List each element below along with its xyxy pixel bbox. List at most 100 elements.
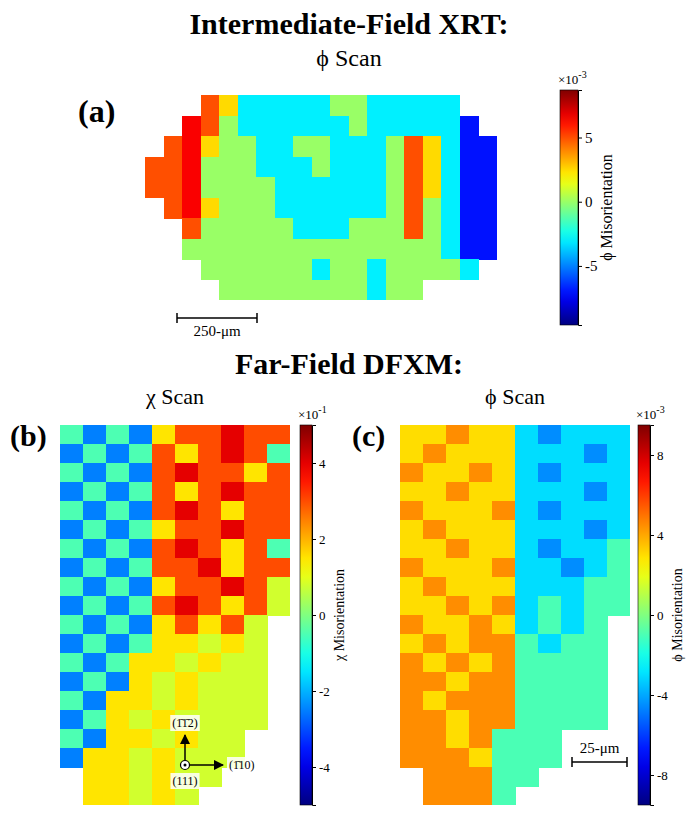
cell <box>198 767 222 787</box>
cell <box>538 653 562 673</box>
cell <box>538 710 562 730</box>
cell <box>275 280 294 301</box>
cell <box>607 425 630 445</box>
arrow <box>185 764 223 766</box>
cell <box>221 425 245 445</box>
cell <box>404 95 423 116</box>
cell <box>460 177 479 198</box>
cell <box>312 116 331 137</box>
cell <box>386 177 405 198</box>
cell <box>175 634 199 654</box>
cell <box>446 501 470 521</box>
cell <box>182 157 201 178</box>
cell <box>129 596 153 616</box>
cell <box>244 520 268 540</box>
cell <box>478 177 497 198</box>
axis-line <box>313 426 317 806</box>
tick-mark <box>650 615 654 616</box>
cell <box>478 136 497 157</box>
cell <box>129 729 153 749</box>
colorbar-multiplier: ×10-3 <box>558 69 587 87</box>
tick: 2 <box>312 532 326 547</box>
cell <box>400 615 424 635</box>
cell <box>492 520 516 540</box>
cell <box>584 710 608 730</box>
cell <box>538 520 562 540</box>
cell <box>349 280 368 301</box>
cell <box>400 729 424 749</box>
cell <box>400 558 424 578</box>
cell <box>423 482 447 502</box>
cell <box>441 218 460 239</box>
cell <box>561 444 585 464</box>
cell <box>469 520 493 540</box>
cell <box>515 653 539 673</box>
tick: 4 <box>650 528 664 543</box>
cell <box>400 596 424 616</box>
cell <box>607 558 630 578</box>
cell <box>561 691 585 711</box>
cell <box>404 259 423 280</box>
cell <box>221 539 245 559</box>
cell <box>561 482 585 502</box>
cell <box>538 672 562 692</box>
cell <box>256 259 275 280</box>
cell <box>175 729 199 749</box>
cell <box>244 539 268 559</box>
cell <box>446 520 470 540</box>
tick-label: 5 <box>585 130 593 146</box>
cell <box>256 116 275 137</box>
cell <box>152 729 176 749</box>
cell <box>561 710 585 730</box>
cell <box>460 218 479 239</box>
cell <box>129 577 153 597</box>
cell <box>267 577 290 597</box>
cell <box>175 444 199 464</box>
cell <box>446 558 470 578</box>
cell <box>478 198 497 219</box>
cell <box>446 767 470 787</box>
cell <box>83 577 107 597</box>
cell <box>423 444 447 464</box>
cell <box>129 482 153 502</box>
cell <box>400 501 424 521</box>
tick-label: -4 <box>657 688 668 703</box>
cell <box>584 691 608 711</box>
cell <box>561 672 585 692</box>
cell <box>386 259 405 280</box>
cell <box>83 444 107 464</box>
cell <box>83 653 107 673</box>
cell <box>221 577 245 597</box>
cell <box>221 615 245 635</box>
cell <box>515 520 539 540</box>
cell <box>423 748 447 768</box>
cell <box>244 691 268 711</box>
tick-label: 0 <box>657 608 664 623</box>
cell <box>367 280 386 301</box>
cell <box>293 95 312 116</box>
cell <box>469 482 493 502</box>
cell <box>198 615 222 635</box>
cell <box>106 786 130 805</box>
cell <box>60 520 84 540</box>
cell <box>106 558 130 578</box>
cell <box>293 157 312 178</box>
cell <box>83 691 107 711</box>
tick: -8 <box>650 768 668 783</box>
cell <box>492 539 516 559</box>
cell <box>441 136 460 157</box>
cell <box>446 653 470 673</box>
cell <box>198 691 222 711</box>
cell <box>219 177 238 198</box>
cell <box>221 444 245 464</box>
cell <box>83 786 107 805</box>
cell <box>538 444 562 464</box>
cell <box>538 482 562 502</box>
cell <box>175 653 199 673</box>
cell <box>238 259 257 280</box>
cell <box>60 672 84 692</box>
cell <box>164 198 183 219</box>
cell <box>275 198 294 219</box>
cell <box>175 425 199 445</box>
cell <box>201 198 220 219</box>
